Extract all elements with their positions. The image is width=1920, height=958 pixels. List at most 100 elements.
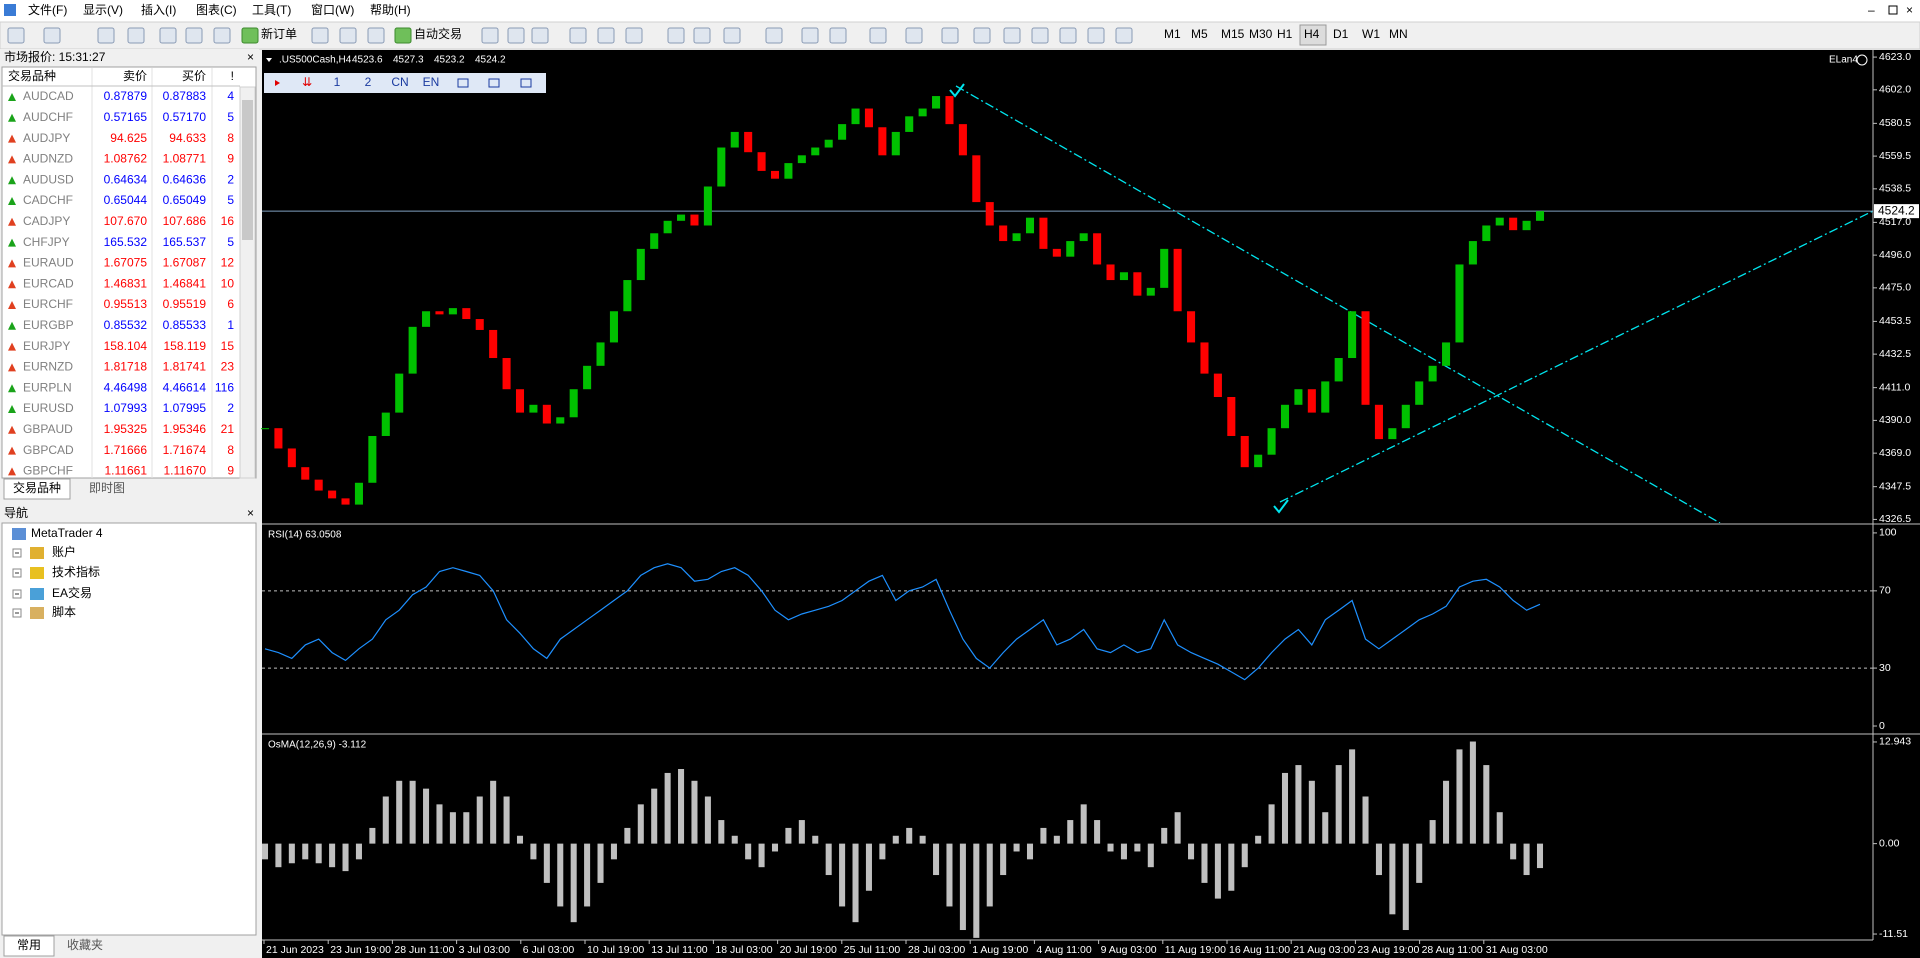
timeframe-button[interactable]: M15 — [1221, 27, 1245, 41]
symbol-name[interactable]: CHFJPY — [23, 235, 70, 249]
symbol-name[interactable]: AUDCAD — [23, 89, 74, 103]
restore-button[interactable] — [1888, 5, 1898, 15]
symbol-name[interactable]: GBPAUD — [23, 422, 73, 436]
toolbar-button[interactable] — [7, 27, 25, 44]
symbol-name[interactable]: CADCHF — [23, 193, 73, 207]
quote-cell[interactable]: 15 — [221, 339, 235, 353]
symbol-name[interactable]: CADJPY — [23, 214, 70, 228]
toolbar-button[interactable] — [213, 27, 231, 44]
quote-cell[interactable]: 116 — [215, 380, 234, 394]
quote-cell[interactable]: 5 — [227, 235, 234, 249]
tab-active[interactable] — [3, 478, 71, 500]
symbol-name[interactable]: EURCHF — [23, 297, 73, 311]
quote-cell[interactable]: 9 — [227, 152, 234, 166]
quote-cell[interactable]: 1.46841 — [163, 276, 207, 290]
tree-item[interactable]: 账户 — [52, 544, 76, 559]
tree-item[interactable]: MetaTrader 4 — [31, 526, 103, 540]
quote-cell[interactable]: 1.07995 — [163, 401, 207, 415]
quote-cell[interactable]: 1.11661 — [105, 464, 148, 478]
quote-cell[interactable]: 12 — [221, 256, 235, 270]
quote-cell[interactable]: 1.67087 — [163, 256, 207, 270]
menu-item[interactable]: 窗口(W) — [311, 3, 354, 17]
mini-toolbar-icon[interactable] — [457, 78, 469, 88]
tab[interactable]: 常用 — [17, 938, 41, 952]
quote-cell[interactable]: 0.85532 — [104, 318, 148, 332]
symbol-name[interactable]: AUDJPY — [23, 131, 70, 145]
timeframe-button[interactable]: M30 — [1249, 27, 1273, 41]
timeframe-button[interactable]: H4 — [1304, 27, 1320, 41]
close-button[interactable]: × — [247, 50, 254, 64]
toolbar-button[interactable] — [667, 27, 685, 44]
toolbar-button[interactable] — [569, 27, 587, 44]
trend-line[interactable] — [955, 85, 1721, 523]
menu-item[interactable]: 帮助(H) — [370, 3, 411, 17]
minimize-button[interactable]: – — [1868, 3, 1875, 17]
quote-cell[interactable]: 0.57170 — [163, 110, 207, 124]
quote-cell[interactable]: 0.65049 — [163, 193, 207, 207]
symbol-name[interactable]: GBPCHF — [23, 464, 73, 478]
tree-item[interactable]: 脚本 — [52, 604, 76, 619]
quote-cell[interactable]: 4 — [227, 89, 234, 103]
toolbar-button[interactable] — [159, 27, 177, 44]
quote-cell[interactable]: 158.104 — [104, 339, 148, 353]
stop-icon[interactable]: ⇊ — [302, 75, 312, 89]
symbol-name[interactable]: AUDNZD — [23, 152, 73, 166]
window-controls[interactable]: – × — [1868, 3, 1913, 17]
quote-cell[interactable]: 16 — [221, 214, 235, 228]
quote-cell[interactable]: 23 — [221, 360, 235, 374]
toolbar-button[interactable] — [1087, 27, 1105, 44]
quote-cell[interactable]: 8 — [227, 443, 234, 457]
column-header[interactable]: ! — [231, 69, 234, 83]
quote-cell[interactable]: 107.686 — [163, 214, 207, 228]
quote-cell[interactable]: 4.46614 — [163, 380, 207, 394]
toolbar-button[interactable] — [185, 27, 203, 44]
quote-cell[interactable]: 2 — [227, 172, 234, 186]
toolbar-button[interactable] — [905, 27, 923, 44]
symbol-name[interactable]: EURNZD — [23, 360, 73, 374]
toolbar-button[interactable] — [1115, 27, 1133, 44]
quote-cell[interactable]: 0.57165 — [104, 110, 148, 124]
toolbar-button[interactable] — [531, 27, 549, 44]
toolbar-button[interactable] — [241, 27, 259, 44]
quote-cell[interactable]: 94.633 — [169, 131, 206, 145]
quote-cell[interactable]: 94.625 — [110, 131, 147, 145]
timeframe-button[interactable]: W1 — [1362, 27, 1380, 41]
tab-active[interactable] — [3, 935, 55, 957]
toolbar-button[interactable] — [507, 27, 525, 44]
symbol-name[interactable]: EURUSD — [23, 401, 74, 415]
timeframe-button[interactable]: M5 — [1191, 27, 1208, 41]
quote-cell[interactable]: 165.532 — [104, 235, 148, 249]
auto-trading-button[interactable]: 自动交易 — [414, 26, 462, 41]
quote-cell[interactable]: 1 — [227, 318, 234, 332]
mini-toolbar-button[interactable]: 1 — [334, 75, 341, 89]
quote-cell[interactable]: 10 — [221, 276, 235, 290]
quote-cell[interactable]: 5 — [227, 193, 234, 207]
toolbar-button[interactable] — [801, 27, 819, 44]
symbol-name[interactable]: GBPCAD — [23, 443, 74, 457]
mini-toolbar-icon[interactable] — [488, 78, 500, 88]
toolbar-button[interactable] — [597, 27, 615, 44]
quote-cell[interactable]: 1.71666 — [104, 443, 148, 457]
toolbar-button[interactable] — [765, 27, 783, 44]
timeframe-active[interactable] — [1299, 24, 1327, 46]
quote-cell[interactable]: 2 — [227, 401, 234, 415]
quote-cell[interactable]: 1.46831 — [104, 276, 148, 290]
quote-cell[interactable]: 0.87879 — [104, 89, 148, 103]
quote-cell[interactable]: 9 — [227, 464, 234, 478]
toolbar-button[interactable] — [829, 27, 847, 44]
quote-cell[interactable]: 1.08762 — [104, 152, 148, 166]
quote-cell[interactable]: 1.95325 — [104, 422, 148, 436]
close-button[interactable]: × — [247, 506, 254, 520]
toolbar-button[interactable] — [127, 27, 145, 44]
toolbar-button[interactable] — [693, 27, 711, 44]
trend-line[interactable] — [1279, 210, 1873, 503]
toolbar-button[interactable] — [481, 27, 499, 44]
quote-cell[interactable]: 0.85533 — [163, 318, 207, 332]
column-header[interactable]: 交易品种 — [8, 68, 56, 83]
quote-cell[interactable]: 1.81718 — [104, 360, 148, 374]
menu-item[interactable]: 文件(F) — [28, 2, 67, 17]
anchor-mark[interactable] — [949, 83, 965, 98]
menu-item[interactable]: 插入(I) — [141, 3, 176, 17]
toolbar-button[interactable] — [1003, 27, 1021, 44]
toolbar-button[interactable] — [97, 27, 115, 44]
